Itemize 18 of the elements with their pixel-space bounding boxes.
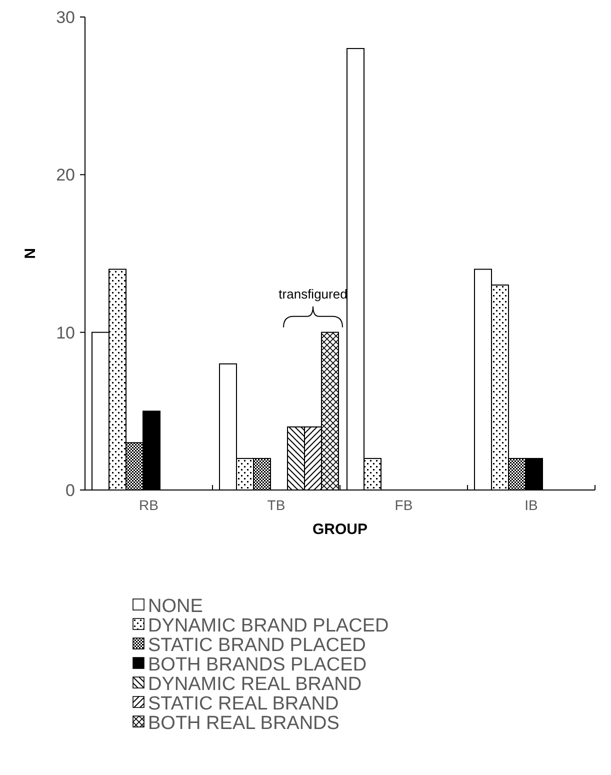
legend-label: STATIC BRAND PLACED [148,634,366,656]
legend-label: DYNAMIC REAL BRAND [148,674,362,695]
legend-label: NONE [148,596,203,617]
y-tick-label: 20 [56,166,75,185]
y-tick-label: 30 [56,8,75,27]
x-tick-label: FB [394,497,413,513]
x-tick-label: TB [267,497,286,513]
x-tick-label: RB [139,497,158,513]
legend-label: DYNAMIC BRAND PLACED [148,615,389,636]
x-axis-title: GROUP [312,521,368,538]
y-tick-label: 0 [66,480,75,500]
legend-label: STATIC REAL BRAND [148,693,339,714]
y-tick-label: 10 [56,323,75,342]
annotation: transfigured [278,286,348,302]
legend-label: BOTH BRANDS PLACED [148,654,367,676]
y-axis-title: N [22,248,39,259]
x-tick-label: IB [524,497,538,513]
legend-label: BOTH REAL BRANDS [148,712,340,734]
